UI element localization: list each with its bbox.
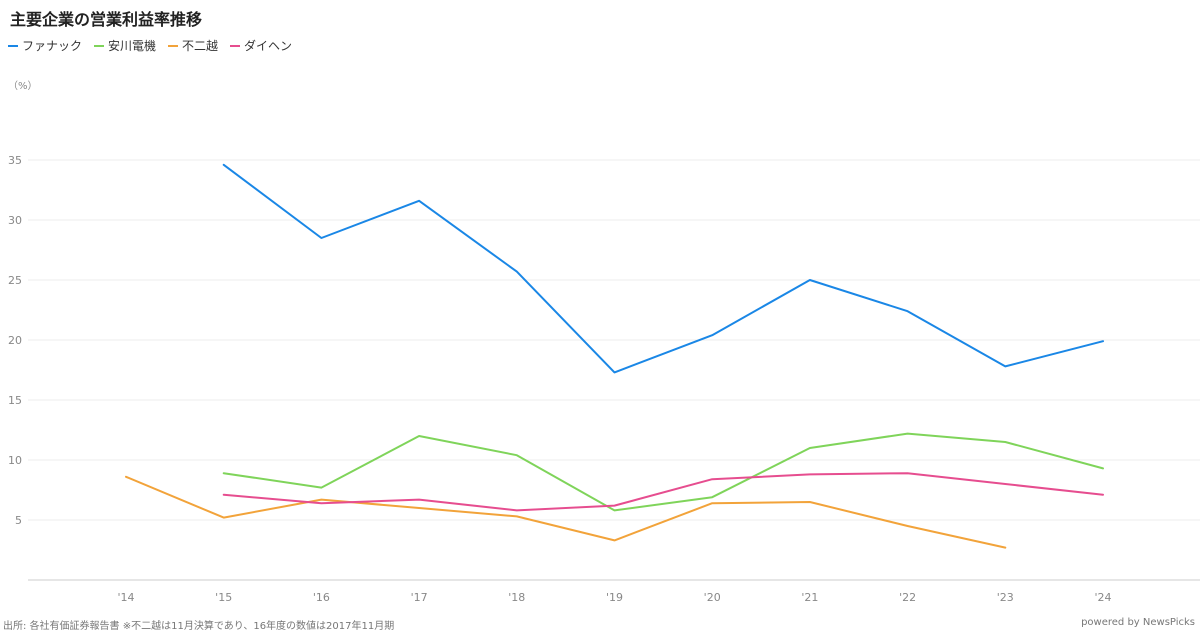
x-tick-label-1: '15 [215, 591, 232, 604]
series-line-3 [222, 472, 1104, 512]
legend-swatch-daihen [230, 44, 241, 47]
x-tick-label-3: '17 [411, 591, 428, 604]
x-tick-label-7: '21 [801, 591, 818, 604]
powered-by-label: powered by NewsPicks [1081, 617, 1195, 628]
x-tick-label-9: '23 [997, 591, 1014, 604]
y-tick-label-35: 35 [8, 154, 22, 167]
legend-label-yaskawa: 安川電機 [108, 39, 157, 53]
legend-item-daihen: ダイヘン [230, 37, 292, 54]
y-tick-label-20: 20 [8, 334, 22, 347]
y-tick-label-10: 10 [8, 454, 22, 467]
legend-swatch-yaskawa [94, 44, 105, 47]
legend-swatch-fanuc [8, 44, 18, 47]
series-line-0 [222, 163, 1104, 374]
x-tick-label-4: '18 [508, 591, 525, 604]
legend-label-nachi: 不二越 [182, 39, 219, 53]
y-tick-label-5: 5 [15, 514, 22, 527]
y-axis-unit: （%） [8, 81, 38, 92]
y-tick-label-30: 30 [8, 214, 22, 227]
chart-title: 主要企業の営業利益率推移 [10, 10, 203, 29]
legend: ファナック 安川電機 不二越 ダイヘン [8, 37, 292, 54]
y-tick-label-25: 25 [8, 274, 22, 287]
series-line-1 [222, 432, 1104, 512]
y-tick-label-15: 15 [8, 394, 22, 407]
series-line-2 [125, 475, 1007, 549]
x-tick-label-8: '22 [899, 591, 916, 604]
x-tick-label-2: '16 [313, 591, 330, 604]
x-tick-label-6: '20 [704, 591, 721, 604]
legend-swatch-nachi [168, 44, 179, 47]
legend-item-yaskawa: 安川電機 [94, 37, 156, 54]
legend-item-nachi: 不二越 [168, 37, 218, 54]
x-tick-label-5: '19 [606, 591, 623, 604]
legend-item-fanuc: ファナック [8, 37, 82, 54]
legend-label-fanuc: ファナック [22, 39, 83, 53]
legend-label-daihen: ダイヘン [244, 39, 293, 53]
x-tick-label-10: '24 [1094, 591, 1111, 604]
x-tick-label-0: '14 [117, 591, 134, 604]
source-note: 出所: 各社有価証券報告書 ※不二越は11月決算であり、16年度の数値は2017… [3, 621, 395, 630]
